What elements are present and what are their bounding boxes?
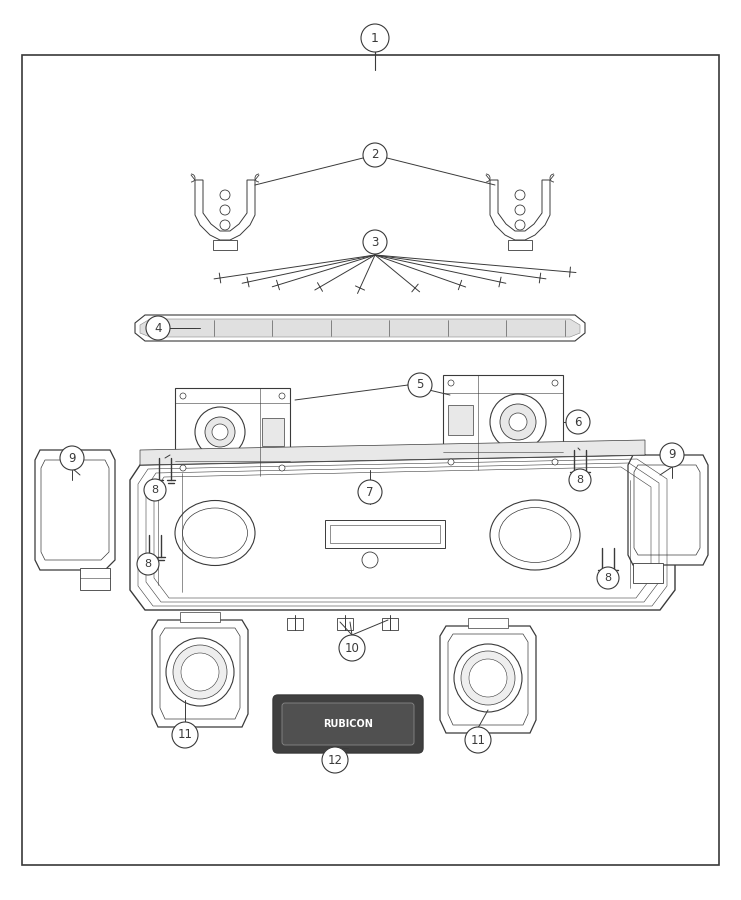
- Circle shape: [408, 373, 432, 397]
- Text: 10: 10: [345, 642, 359, 654]
- Bar: [443, 375, 563, 470]
- Polygon shape: [130, 455, 675, 610]
- Ellipse shape: [175, 500, 255, 565]
- Circle shape: [448, 380, 454, 386]
- Polygon shape: [140, 440, 645, 465]
- Polygon shape: [140, 319, 580, 337]
- Circle shape: [515, 190, 525, 200]
- Circle shape: [363, 230, 387, 254]
- Ellipse shape: [469, 659, 507, 697]
- Circle shape: [220, 205, 230, 215]
- Text: 8: 8: [605, 573, 611, 583]
- Text: 8: 8: [576, 475, 584, 485]
- Circle shape: [339, 635, 365, 661]
- Circle shape: [448, 459, 454, 465]
- Bar: [287, 618, 303, 630]
- Circle shape: [552, 459, 558, 465]
- Circle shape: [358, 480, 382, 504]
- Bar: [213, 240, 237, 250]
- Text: 11: 11: [178, 728, 193, 742]
- Bar: [337, 618, 353, 630]
- Circle shape: [172, 722, 198, 748]
- Circle shape: [465, 727, 491, 753]
- Bar: [325, 520, 445, 548]
- Bar: [180, 612, 220, 622]
- Text: 8: 8: [151, 485, 159, 495]
- Bar: [508, 240, 532, 250]
- Circle shape: [515, 205, 525, 215]
- Bar: [382, 618, 398, 630]
- Circle shape: [552, 380, 558, 386]
- Bar: [330, 525, 440, 543]
- Circle shape: [180, 393, 186, 399]
- Ellipse shape: [454, 644, 522, 712]
- Circle shape: [490, 394, 546, 450]
- Bar: [175, 388, 290, 476]
- Text: 2: 2: [371, 148, 379, 161]
- Text: 9: 9: [68, 452, 76, 464]
- Text: RUBICON: RUBICON: [323, 719, 373, 729]
- Text: 4: 4: [154, 321, 162, 335]
- Polygon shape: [35, 450, 115, 570]
- Text: 9: 9: [668, 448, 676, 462]
- Circle shape: [322, 747, 348, 773]
- Text: 11: 11: [471, 734, 485, 746]
- Bar: [80, 568, 110, 590]
- Circle shape: [60, 446, 84, 470]
- Circle shape: [195, 407, 245, 457]
- Text: 5: 5: [416, 379, 424, 392]
- Bar: [633, 563, 663, 583]
- Text: 8: 8: [144, 559, 152, 569]
- Polygon shape: [443, 470, 563, 485]
- Circle shape: [146, 316, 170, 340]
- Circle shape: [144, 479, 166, 501]
- Circle shape: [500, 404, 536, 440]
- Circle shape: [509, 413, 527, 431]
- Circle shape: [515, 220, 525, 230]
- Circle shape: [180, 465, 186, 471]
- Circle shape: [137, 553, 159, 575]
- Bar: [448, 405, 473, 435]
- Polygon shape: [195, 180, 255, 240]
- Text: 7: 7: [366, 485, 373, 499]
- Bar: [262, 418, 284, 446]
- Circle shape: [362, 552, 378, 568]
- Ellipse shape: [181, 653, 219, 691]
- Ellipse shape: [173, 645, 227, 699]
- Ellipse shape: [461, 651, 515, 705]
- Text: 6: 6: [574, 416, 582, 428]
- Circle shape: [220, 190, 230, 200]
- Circle shape: [363, 143, 387, 167]
- Circle shape: [361, 24, 389, 52]
- Text: 12: 12: [328, 753, 342, 767]
- Circle shape: [220, 220, 230, 230]
- Text: 3: 3: [371, 236, 379, 248]
- FancyBboxPatch shape: [273, 695, 423, 753]
- Circle shape: [569, 469, 591, 491]
- Circle shape: [279, 393, 285, 399]
- Bar: [468, 618, 508, 628]
- Ellipse shape: [490, 500, 580, 570]
- Polygon shape: [490, 180, 550, 240]
- Circle shape: [566, 410, 590, 434]
- Polygon shape: [152, 620, 248, 727]
- Circle shape: [205, 417, 235, 447]
- Ellipse shape: [166, 638, 234, 706]
- FancyBboxPatch shape: [282, 703, 414, 745]
- Polygon shape: [628, 455, 708, 565]
- Circle shape: [212, 424, 228, 440]
- Circle shape: [597, 567, 619, 589]
- Polygon shape: [135, 315, 585, 341]
- Polygon shape: [440, 626, 536, 733]
- Text: 1: 1: [371, 32, 379, 44]
- Circle shape: [279, 465, 285, 471]
- Polygon shape: [175, 476, 290, 491]
- Circle shape: [660, 443, 684, 467]
